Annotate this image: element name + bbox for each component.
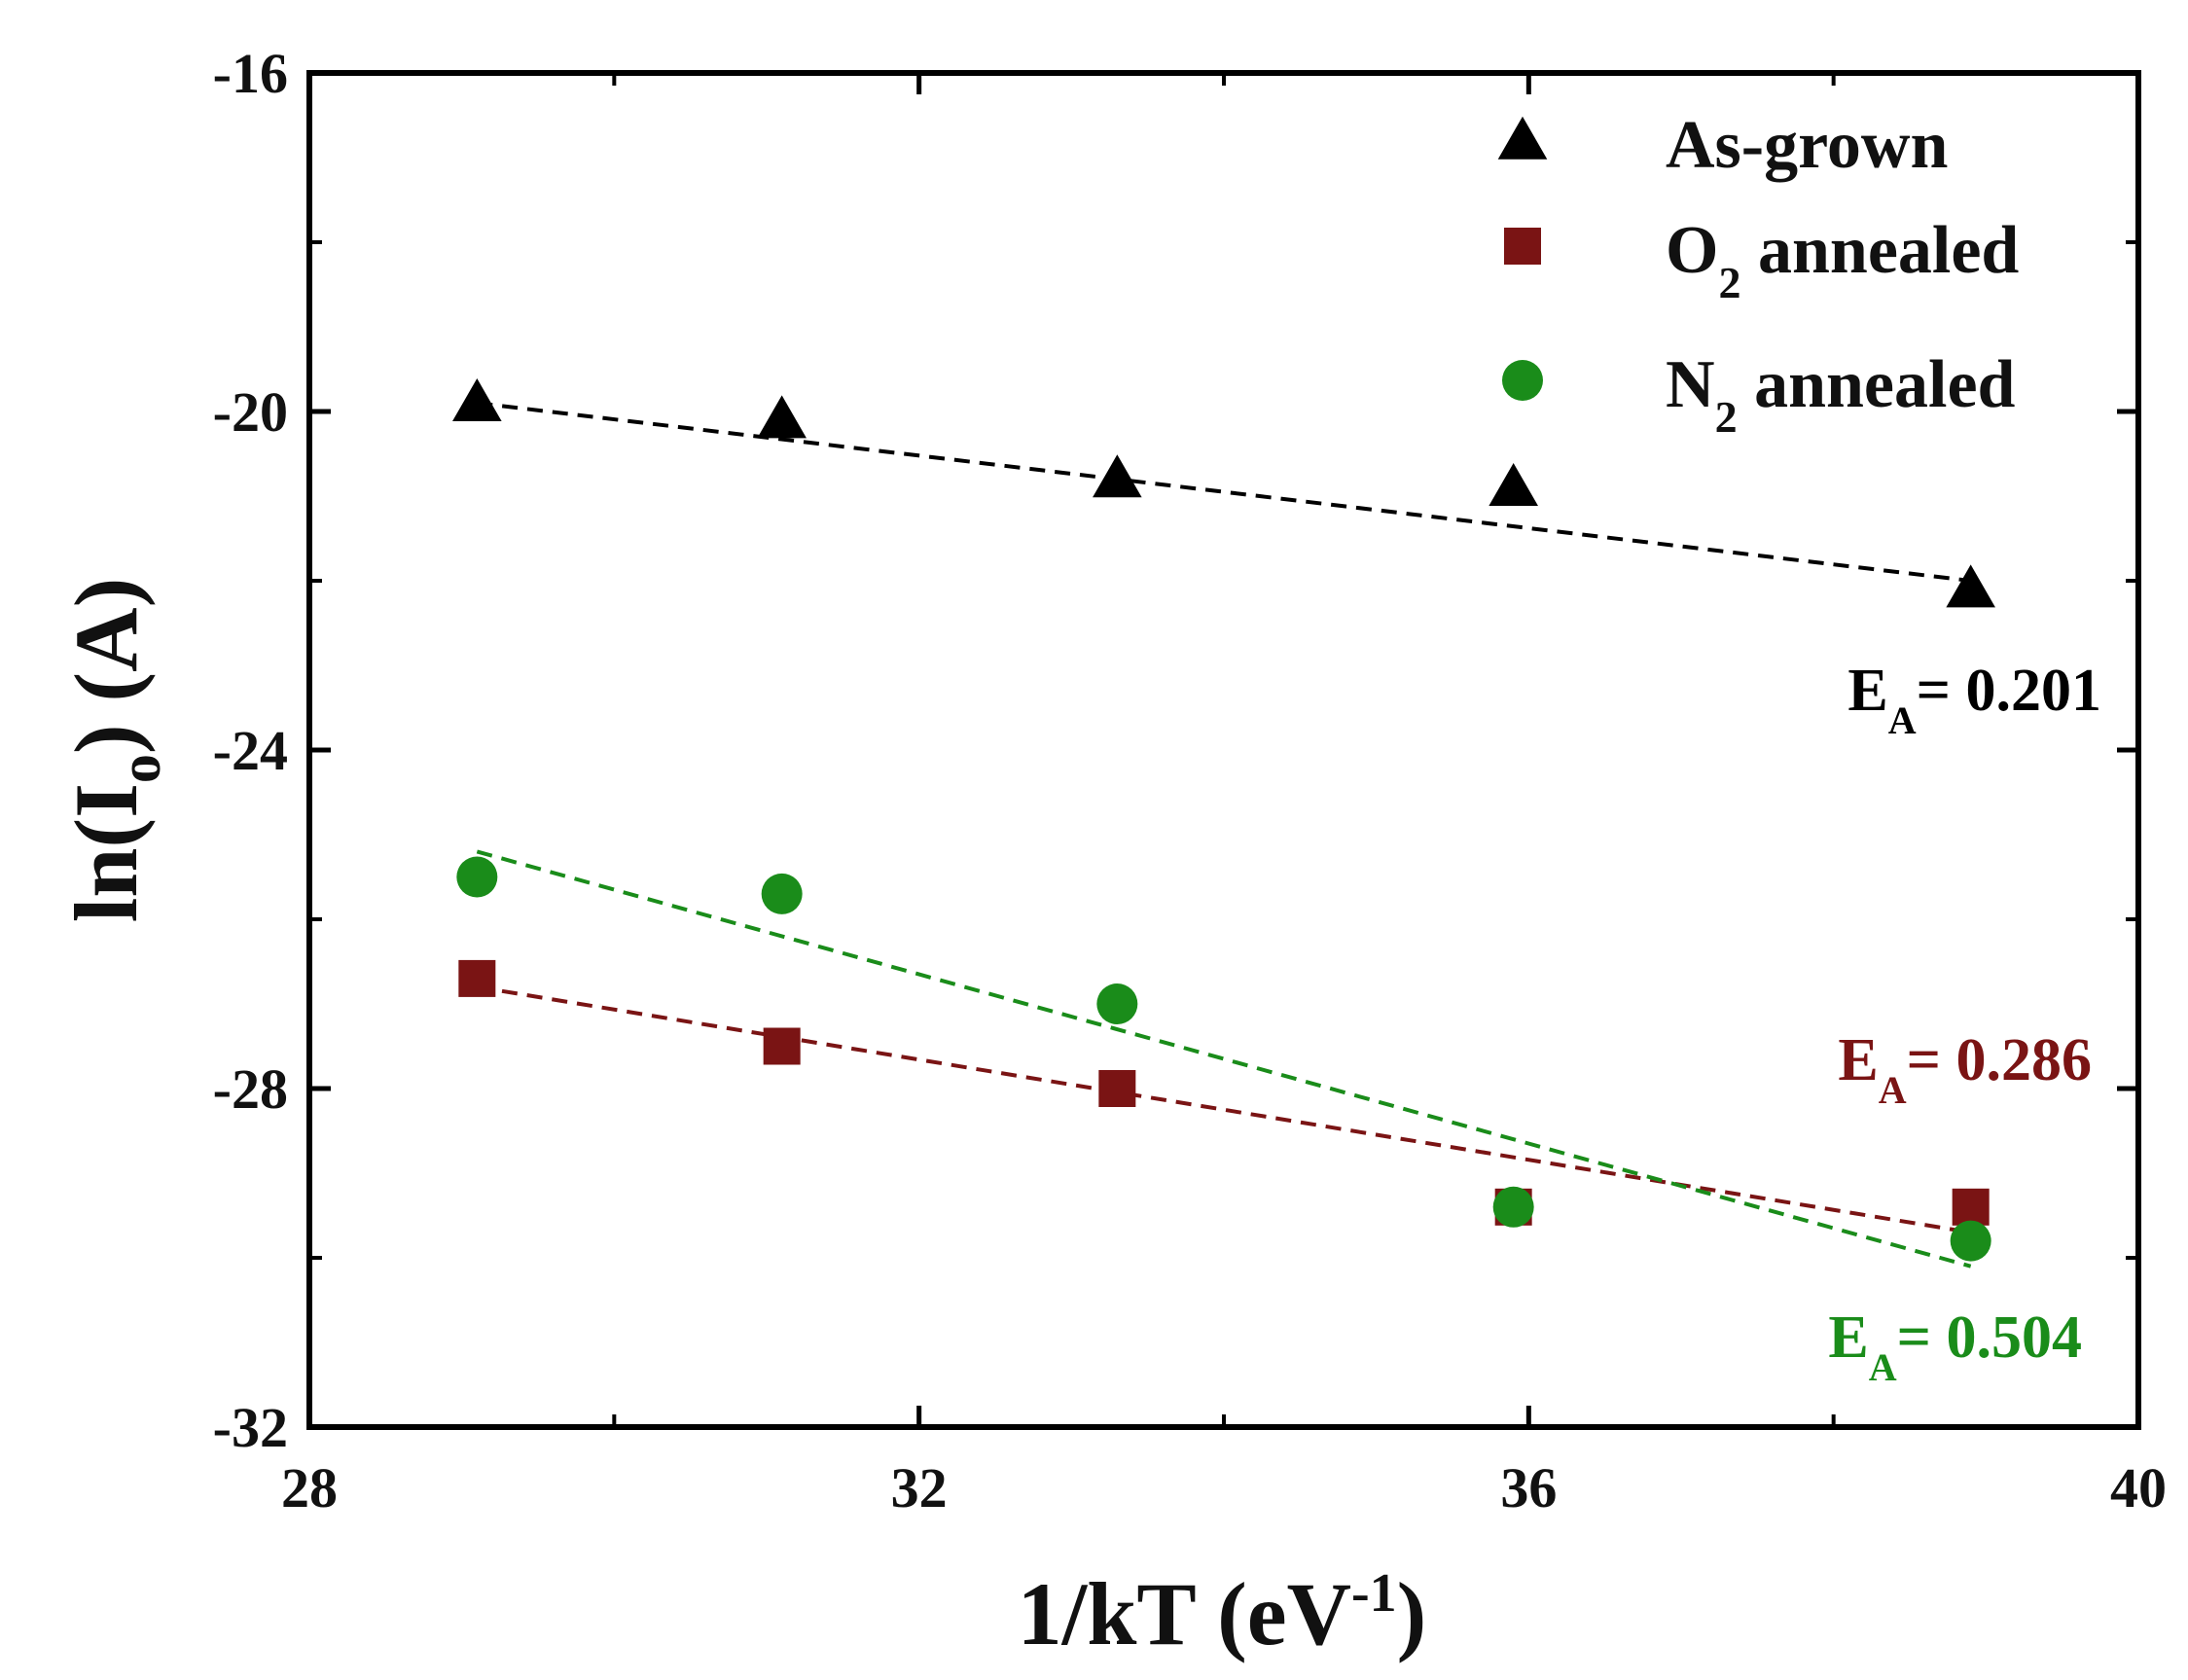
legend-label: O2 annealed — [1666, 213, 2019, 307]
data-point — [1098, 1070, 1136, 1107]
data-markers — [452, 378, 1995, 1262]
activation-energy-label: EA= 0.504 — [1828, 1305, 2082, 1389]
data-point — [1952, 1188, 1990, 1226]
data-point — [458, 959, 496, 997]
x-tick-label: 28 — [281, 1456, 338, 1519]
legend-marker — [1504, 228, 1541, 265]
x-tick-label: 36 — [1500, 1456, 1557, 1519]
data-point — [456, 856, 498, 898]
activation-energy-label: EA= 0.201 — [1847, 658, 2101, 742]
activation-energy-label: EA= 0.286 — [1838, 1027, 2092, 1112]
data-point — [1950, 1220, 1991, 1262]
data-point — [1093, 454, 1142, 498]
legend-label: N2 annealed — [1666, 347, 2016, 442]
data-point — [761, 873, 803, 914]
data-point — [1946, 564, 1995, 608]
data-point — [1492, 1186, 1534, 1228]
legend-label: As-grown — [1666, 108, 1948, 183]
y-tick-label: -32 — [213, 1396, 288, 1459]
activation-energy-annotations: EA= 0.201 EA= 0.286 EA= 0.504 — [1828, 658, 2101, 1389]
fit-line — [477, 401, 1971, 583]
data-point — [757, 395, 807, 439]
x-tick-label: 32 — [891, 1456, 948, 1519]
y-tick-label: -28 — [213, 1057, 288, 1121]
legend-marker — [1502, 360, 1543, 401]
legend-marker — [1497, 116, 1548, 160]
data-point — [452, 378, 502, 421]
y-tick-label: -16 — [213, 42, 288, 105]
data-point — [763, 1027, 801, 1065]
y-axis-title: ln(Io) (A) — [56, 578, 172, 923]
fit-lines — [476, 401, 1972, 1269]
fit-line — [476, 849, 1972, 1269]
axis-ticks: 28 32 36 40 -32 -28 -24 -20 -16 — [213, 42, 2167, 1519]
x-tick-label: 40 — [2110, 1456, 2167, 1519]
data-point — [1489, 463, 1538, 506]
fit-line — [477, 984, 1971, 1234]
legend: As-grown O2 annealed N2 annealed — [1497, 108, 2019, 442]
data-point — [1096, 983, 1138, 1024]
y-tick-label: -20 — [213, 380, 288, 444]
x-axis-title: 1/kT (eV-1) — [1018, 1563, 1427, 1663]
y-tick-label: -24 — [213, 719, 288, 782]
